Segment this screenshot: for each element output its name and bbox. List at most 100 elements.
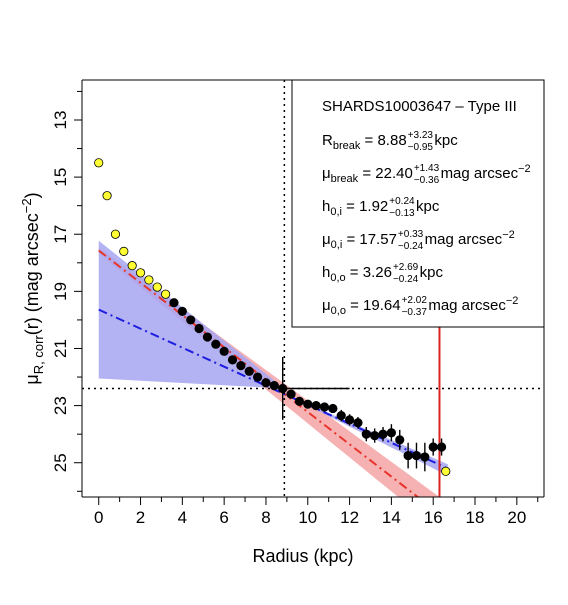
excluded-point: [144, 275, 154, 285]
param-unit-exponent: −2: [506, 295, 519, 307]
y-axis-label: μR, corr(r) (mag arcsec−2): [19, 192, 46, 384]
parameter-line: h0,o = 3.26: [322, 264, 392, 284]
fitted-point: [303, 399, 313, 409]
param-error-minus: −0.36: [414, 175, 440, 186]
fitted-point: [236, 361, 246, 371]
param-error-minus: −0.24: [393, 274, 419, 285]
excluded-point: [110, 229, 121, 239]
param-error-plus: +0.33: [398, 229, 424, 240]
fitted-point: [361, 429, 371, 439]
fitted-point: [411, 450, 422, 461]
y-tick-label: 19: [51, 282, 70, 301]
param-subscript: break: [331, 173, 359, 185]
fitted-point: [177, 306, 187, 316]
x-tick-label: 0: [94, 508, 103, 527]
x-tick-label: 6: [219, 508, 228, 527]
param-unit: mag arcsec−2: [425, 229, 515, 248]
fitted-point: [253, 372, 263, 382]
y-tick-label: 13: [51, 111, 70, 130]
param-unit: kpc: [416, 198, 440, 215]
fitted-point: [344, 415, 355, 425]
fitted-point: [336, 410, 346, 421]
x-tick-label: 4: [178, 508, 187, 527]
param-error-plus: +2.02: [402, 295, 428, 306]
param-unit-text: kpc: [416, 198, 440, 215]
x-tick-label: 16: [424, 508, 443, 527]
param-value: = 19.64: [346, 297, 401, 314]
param-unit: kpc: [434, 132, 458, 149]
param-unit: kpc: [420, 264, 444, 281]
x-tick-label: 20: [507, 508, 526, 527]
param-error-minus: −0.95: [408, 142, 434, 153]
param-unit-text: mag arcsec: [425, 231, 503, 248]
param-unit: mag arcsec−2: [428, 295, 518, 314]
y-tick-label: 21: [51, 339, 70, 358]
param-error-minus: −0.24: [398, 241, 424, 252]
param-unit-exponent: −2: [502, 229, 515, 241]
param-unit-text: mag arcsec: [428, 297, 506, 314]
param-value: = 22.40: [358, 165, 413, 182]
parameter-line: Rbreak = 8.88: [322, 132, 407, 152]
fitted-point: [311, 401, 321, 411]
parameter-line: μ0,i = 17.57: [322, 231, 397, 251]
param-error-minus: −0.37: [402, 307, 428, 318]
x-tick-label: 18: [466, 508, 485, 527]
fitted-point: [244, 366, 254, 376]
param-subscript: 0,o: [330, 272, 345, 284]
fitted-point: [420, 452, 430, 462]
fitted-point: [395, 435, 405, 445]
excluded-point: [119, 246, 129, 256]
fitted-point: [328, 403, 338, 414]
param-symbol: μ: [322, 165, 331, 182]
parameter-line: h0,i = 1.92: [322, 198, 388, 218]
excluded-point: [441, 466, 451, 476]
fitted-point: [436, 442, 447, 452]
axes: 0 2 4 6 8 10 12 14 16 18 20 13 15 17 19 21 23 25 Radius (k…: [19, 79, 545, 566]
inner-fit-line: [98, 249, 420, 497]
excluded-point: [161, 289, 171, 299]
param-unit-text: kpc: [434, 132, 458, 149]
excluded-point: [94, 158, 104, 168]
y-tick-label: 25: [51, 453, 70, 472]
fitted-point: [286, 389, 296, 399]
x-tick-label: 2: [136, 508, 145, 527]
fitted-point: [353, 418, 363, 428]
y-tick-label: 17: [51, 225, 70, 244]
param-subscript: 0,i: [331, 239, 343, 251]
fitted-point: [219, 346, 229, 356]
param-subscript: break: [333, 140, 361, 152]
param-unit-exponent: −2: [518, 163, 531, 175]
x-tick-label: 14: [382, 508, 401, 527]
param-value: = 8.88: [360, 132, 406, 149]
param-unit-text: kpc: [420, 264, 444, 281]
excluded-point: [152, 282, 162, 292]
fitted-point: [227, 355, 238, 365]
param-symbol: R: [322, 132, 333, 149]
param-symbol: μ: [322, 297, 331, 314]
x-tick-label: 8: [261, 508, 270, 527]
y-label-mu: μ: [22, 374, 42, 384]
fitted-point: [378, 429, 388, 439]
y-tick-label: 23: [51, 396, 70, 415]
fitted-point: [386, 428, 396, 438]
fitted-point: [370, 430, 380, 441]
param-value: = 3.26: [346, 264, 392, 281]
fitted-point: [269, 381, 279, 391]
fitted-point: [202, 332, 213, 342]
param-error-plus: +2.69: [393, 262, 419, 273]
y-label-close: ): [22, 192, 42, 198]
fitted-point: [428, 442, 438, 452]
parameter-box: SHARDS10003647 – Type III Rbreak = 8.88 +3…: [291, 79, 545, 328]
data-points: [94, 158, 451, 476]
fitted-point: [403, 450, 413, 461]
y-label-text: (r) (mag arcsec: [22, 213, 42, 335]
x-tick-label: 12: [340, 508, 359, 527]
param-error-plus: +0.24: [389, 196, 415, 207]
fitted-point: [186, 315, 196, 325]
param-symbol: μ: [322, 231, 331, 248]
param-error-plus: +3.23: [408, 130, 434, 141]
excluded-point: [135, 268, 146, 278]
fitted-point: [211, 339, 221, 349]
param-subscript: 0,i: [330, 206, 342, 218]
fitted-point: [194, 323, 204, 334]
